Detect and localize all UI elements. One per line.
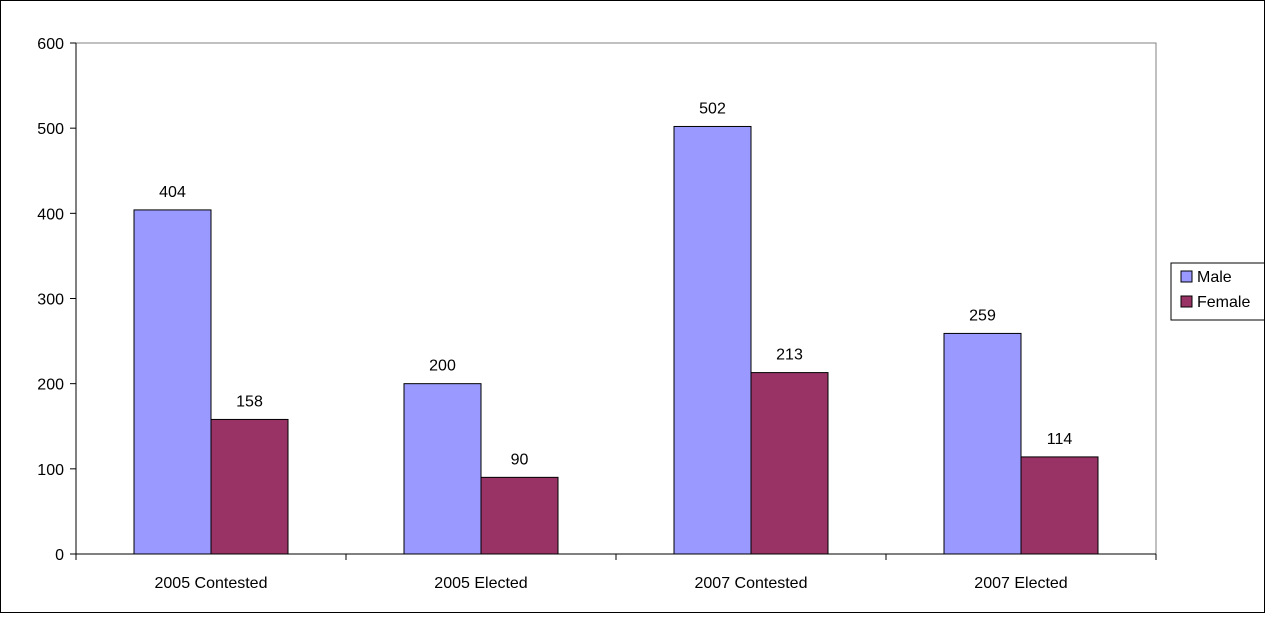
bar-male — [943, 332, 1022, 555]
y-tick-label: 300 — [37, 292, 64, 309]
data-label-male: 404 — [159, 184, 186, 201]
data-label-female: 114 — [1047, 431, 1073, 448]
data-label-female: 213 — [776, 347, 803, 364]
bar-male — [133, 209, 212, 555]
y-tick-label: 600 — [37, 36, 64, 53]
legend-swatch-male — [1180, 270, 1193, 283]
data-label-male: 200 — [429, 358, 456, 375]
x-tick-label: 2005 Elected — [434, 575, 527, 592]
data-label-male: 502 — [699, 100, 726, 117]
x-tick-label: 2007 Elected — [974, 575, 1067, 592]
bar-male — [403, 383, 482, 555]
data-label-female: 90 — [511, 451, 529, 468]
legend: Male Female — [1170, 262, 1265, 321]
legend-label-male: Male — [1197, 269, 1232, 286]
y-tick-label: 400 — [37, 206, 64, 223]
bar-female — [480, 476, 559, 555]
y-tick-label: 100 — [37, 462, 64, 479]
bar-female — [1020, 456, 1099, 555]
y-tick-label: 0 — [55, 547, 64, 564]
y-tick-label: 500 — [37, 121, 64, 138]
y-tick-label: 200 — [37, 377, 64, 394]
bar-female — [210, 418, 289, 555]
x-tick-label: 2007 Contested — [695, 575, 808, 592]
data-label-female: 158 — [236, 393, 263, 410]
bar-female — [750, 372, 829, 555]
x-tick-label: 2005 Contested — [155, 575, 268, 592]
bar-male — [673, 125, 752, 555]
plot-area: 0 100 200 300 400 500 600 404 158 2005 Contested 2… — [37, 36, 1157, 592]
legend-swatch-female — [1180, 295, 1193, 308]
legend-label-female: Female — [1197, 294, 1250, 311]
data-label-male: 259 — [969, 307, 996, 324]
